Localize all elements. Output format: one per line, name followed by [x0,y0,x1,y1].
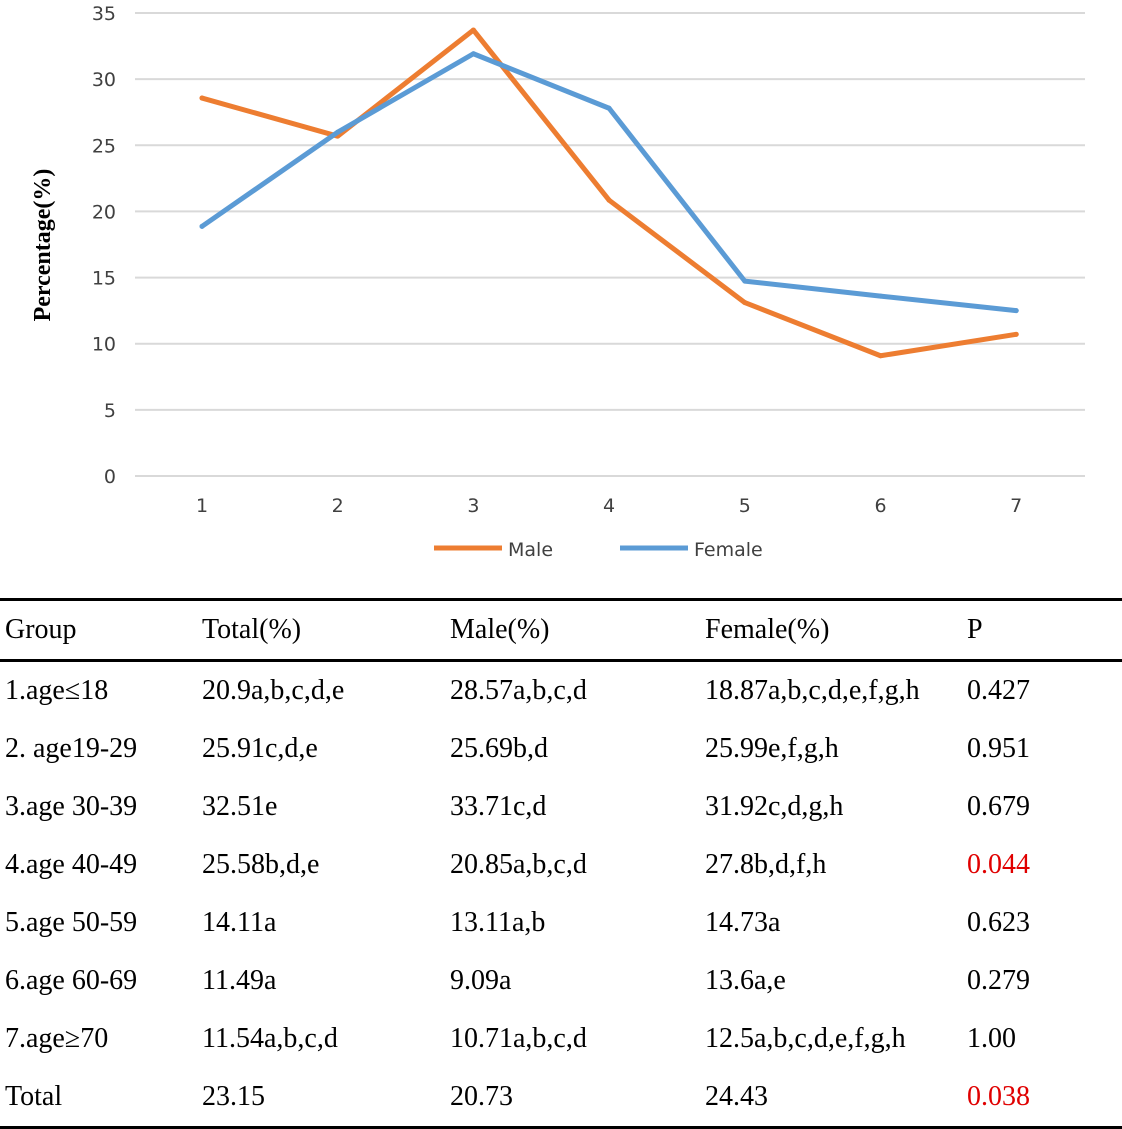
legend-label-female: Female [694,539,763,561]
cell-female: 13.6a,e [705,965,786,996]
table-row: 7.age≥70 11.54a,b,c,d 10.71a,b,c,d 12.5a,b,… [0,1010,1122,1068]
x-tick-label: 7 [1010,495,1022,517]
cell-male: 9.09a [450,965,512,996]
cell-total: 23.15 [202,1081,265,1112]
cell-group: 2. age19-29 [5,733,138,764]
cell-female: 14.73a [705,907,781,938]
cell-p-value: 1.00 [967,1023,1016,1054]
cell-group: 6.age 60-69 [5,965,138,996]
table-row: Total 23.15 20.73 24.43 0.038 [0,1068,1122,1128]
header-total: Total(%) [202,614,302,645]
header-p: P [967,614,983,645]
y-tick-label: 5 [104,400,116,422]
header-male: Male(%) [450,614,550,645]
cell-p-value: 0.679 [967,791,1030,822]
data-point-male [1013,331,1019,337]
line-chart: 0 5 10 15 20 25 30 35 1 2 3 4 5 6 7 Percentage(%) Mal… [30,3,1085,561]
cell-total: 25.91c,d,e [202,733,318,764]
cell-female: 18.87a,b,c,d,e,f,g,h [705,675,920,706]
data-point-male [742,300,748,306]
cell-total: 32.51e [202,791,278,822]
cell-total: 25.58b,d,e [202,849,320,880]
data-point-male [199,95,205,101]
data-point-female [878,293,883,299]
cell-p-value: 0.951 [967,733,1030,764]
series-line-female [199,51,1019,314]
header-female: Female(%) [705,614,830,645]
cell-p-value: 0.279 [967,965,1030,996]
y-tick-label: 35 [92,3,116,25]
data-point-male [878,353,883,359]
x-tick-label: 3 [467,495,479,517]
cell-female: 12.5a,b,c,d,e,f,g,h [705,1023,906,1054]
table-row: 1.age≤18 20.9a,b,c,d,e 28.57a,b,c,d 18.87a,… [0,661,1122,721]
cell-group: Total [5,1081,63,1112]
x-tick-label: 4 [603,495,615,517]
y-tick-label: 25 [92,135,116,157]
cell-female: 24.43 [705,1081,768,1112]
cell-group: 4.age 40-49 [5,849,138,880]
table-row: 6.age 60-69 11.49a 9.09a 13.6a,e 0.279 [0,952,1122,1010]
data-point-female [606,105,612,111]
cell-p-value: 0.044 [967,849,1030,880]
y-tick-label: 15 [92,268,116,290]
cell-male: 28.57a,b,c,d [450,675,587,706]
x-tick-label: 5 [739,495,751,517]
y-tick-label: 0 [104,466,116,488]
cell-p-value: 0.038 [967,1081,1030,1112]
cell-group: 1.age≤18 [5,675,109,706]
cell-p-value: 0.623 [967,907,1030,938]
cell-male: 20.85a,b,c,d [450,849,587,880]
legend-label-male: Male [508,539,553,561]
cell-total: 11.54a,b,c,d [202,1023,338,1054]
y-tick-label: 10 [92,334,116,356]
table-row: 3.age 30-39 32.51e 33.71c,d 31.92c,d,g,h 0.6… [0,778,1122,836]
cell-p-value: 0.427 [967,675,1030,706]
data-point-female [199,223,205,229]
x-tick-label: 2 [332,495,344,517]
cell-male: 25.69b,d [450,733,548,764]
table-row: 4.age 40-49 25.58b,d,e 20.85a,b,c,d 27.8b,d… [0,836,1122,894]
data-point-male [470,27,476,33]
cell-female: 31.92c,d,g,h [705,791,844,822]
y-tick-label: 20 [92,201,116,223]
chart-legend: Male Female [434,539,763,561]
cell-male: 20.73 [450,1081,513,1112]
cell-group: 7.age≥70 [5,1023,109,1054]
cell-male: 13.11a,b [450,907,546,938]
cell-total: 11.49a [202,965,277,996]
data-point-female [335,129,341,135]
cell-male: 10.71a,b,c,d [450,1023,587,1054]
x-tick-label: 6 [874,495,886,517]
data-point-female [470,51,476,57]
table-row: 5.age 50-59 14.11a 13.11a,b 14.73a 0.623 [0,894,1122,952]
cell-male: 33.71c,d [450,791,547,822]
table-row: 2. age19-29 25.91c,d,e 25.69b,d 25.99e,f,g,… [0,720,1122,778]
data-point-female [742,278,748,284]
results-table: Group Total(%) Male(%) Female(%) P 1.age… [0,598,1122,1129]
header-group: Group [5,614,77,645]
cell-female: 27.8b,d,f,h [705,849,827,880]
data-point-male [606,197,612,203]
y-axis-label: Percentage(%) [30,169,56,322]
data-point-female [1013,308,1019,314]
cell-group: 3.age 30-39 [5,791,138,822]
x-tick-label: 1 [196,495,208,517]
cell-female: 25.99e,f,g,h [705,733,839,764]
cell-group: 5.age 50-59 [5,907,138,938]
table-header-row: Group Total(%) Male(%) Female(%) P [0,599,1122,661]
y-tick-label: 30 [92,69,116,91]
cell-total: 20.9a,b,c,d,e [202,675,345,706]
cell-total: 14.11a [202,907,277,938]
